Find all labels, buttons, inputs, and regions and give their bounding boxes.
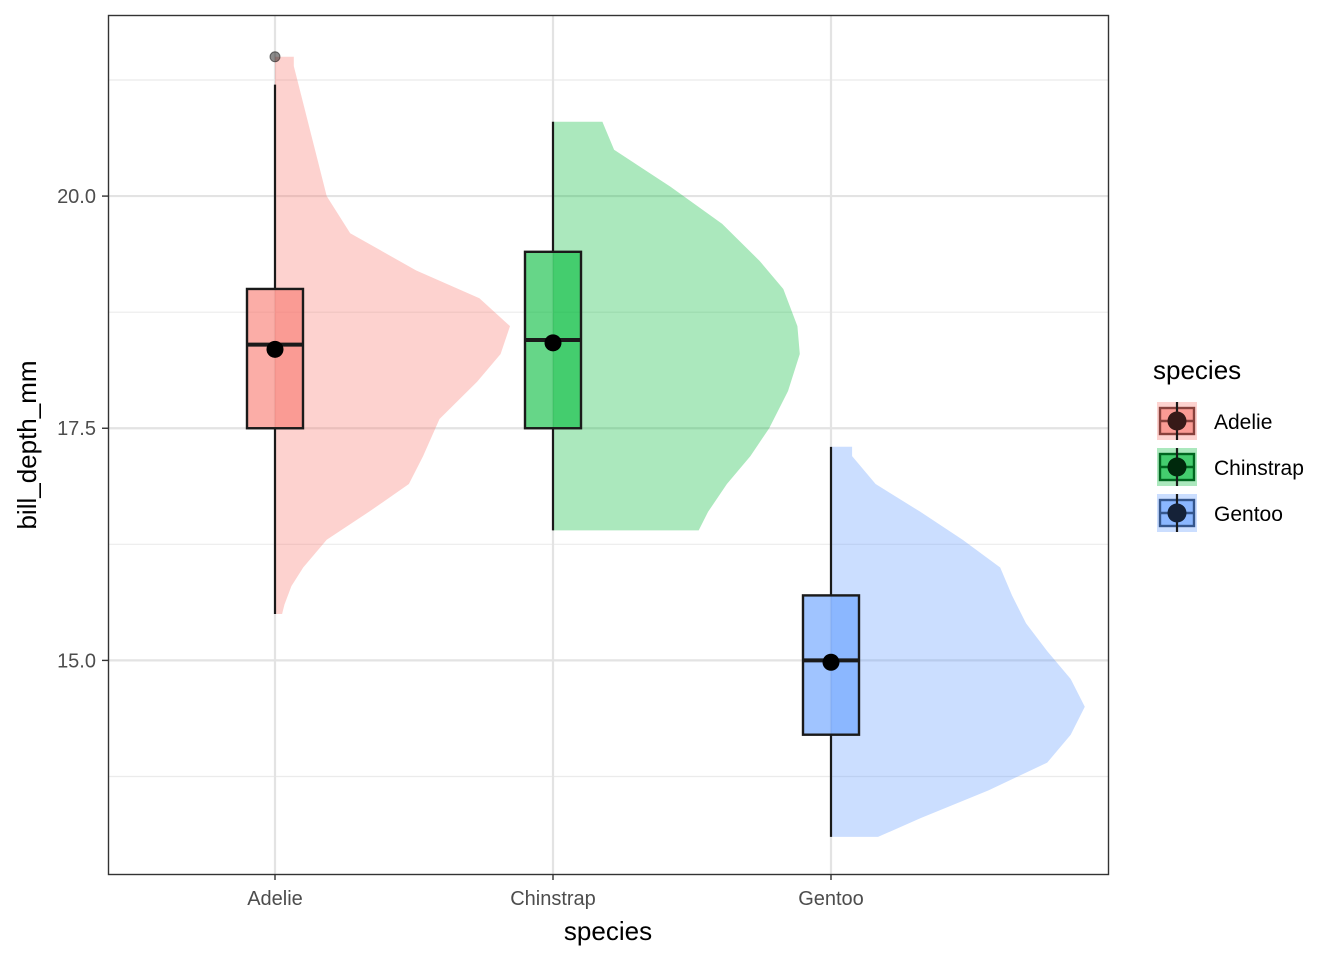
- y-tick-label: 20.0: [57, 186, 96, 208]
- y-axis: 15.0 17.5 20.0: [57, 186, 108, 672]
- panel-border: [107, 14, 1110, 876]
- legend-key-point: [1167, 411, 1187, 431]
- legend-title: species: [1153, 355, 1241, 385]
- density-gentoo: [831, 446, 1085, 837]
- outlier-point-adelie: [269, 51, 281, 63]
- y-tick-label: 17.5: [57, 418, 96, 440]
- points-layer: [266, 51, 840, 671]
- legend-item-chinstrap: Chinstrap: [1157, 448, 1304, 486]
- mean-point-gentoo: [822, 653, 840, 671]
- x-axis-title: species: [564, 916, 652, 946]
- legend-item-adelie: Adelie: [1157, 402, 1272, 440]
- mean-point-chinstrap: [544, 334, 562, 352]
- box-adelie: [245, 287, 305, 430]
- y-tick-label: 15.0: [57, 650, 96, 672]
- legend: species Adelie Chinstrap Gentoo: [1153, 355, 1304, 532]
- y-axis-title: bill_depth_mm: [12, 360, 42, 529]
- x-tick-label: Gentoo: [798, 888, 864, 910]
- density-chinstrap: [553, 121, 800, 531]
- legend-label-chinstrap: Chinstrap: [1214, 457, 1304, 480]
- legend-label-adelie: Adelie: [1214, 411, 1272, 434]
- x-tick-label: Adelie: [247, 888, 303, 910]
- legend-label-gentoo: Gentoo: [1214, 503, 1283, 526]
- legend-key-point: [1167, 503, 1187, 523]
- legend-item-gentoo: Gentoo: [1157, 494, 1283, 532]
- legend-key-point: [1167, 457, 1187, 477]
- x-tick-label: Chinstrap: [510, 888, 596, 910]
- mean-point-adelie: [266, 340, 284, 358]
- density-layer: [275, 56, 1085, 837]
- density-adelie: [275, 56, 510, 615]
- x-axis: Adelie Chinstrap Gentoo: [247, 874, 864, 910]
